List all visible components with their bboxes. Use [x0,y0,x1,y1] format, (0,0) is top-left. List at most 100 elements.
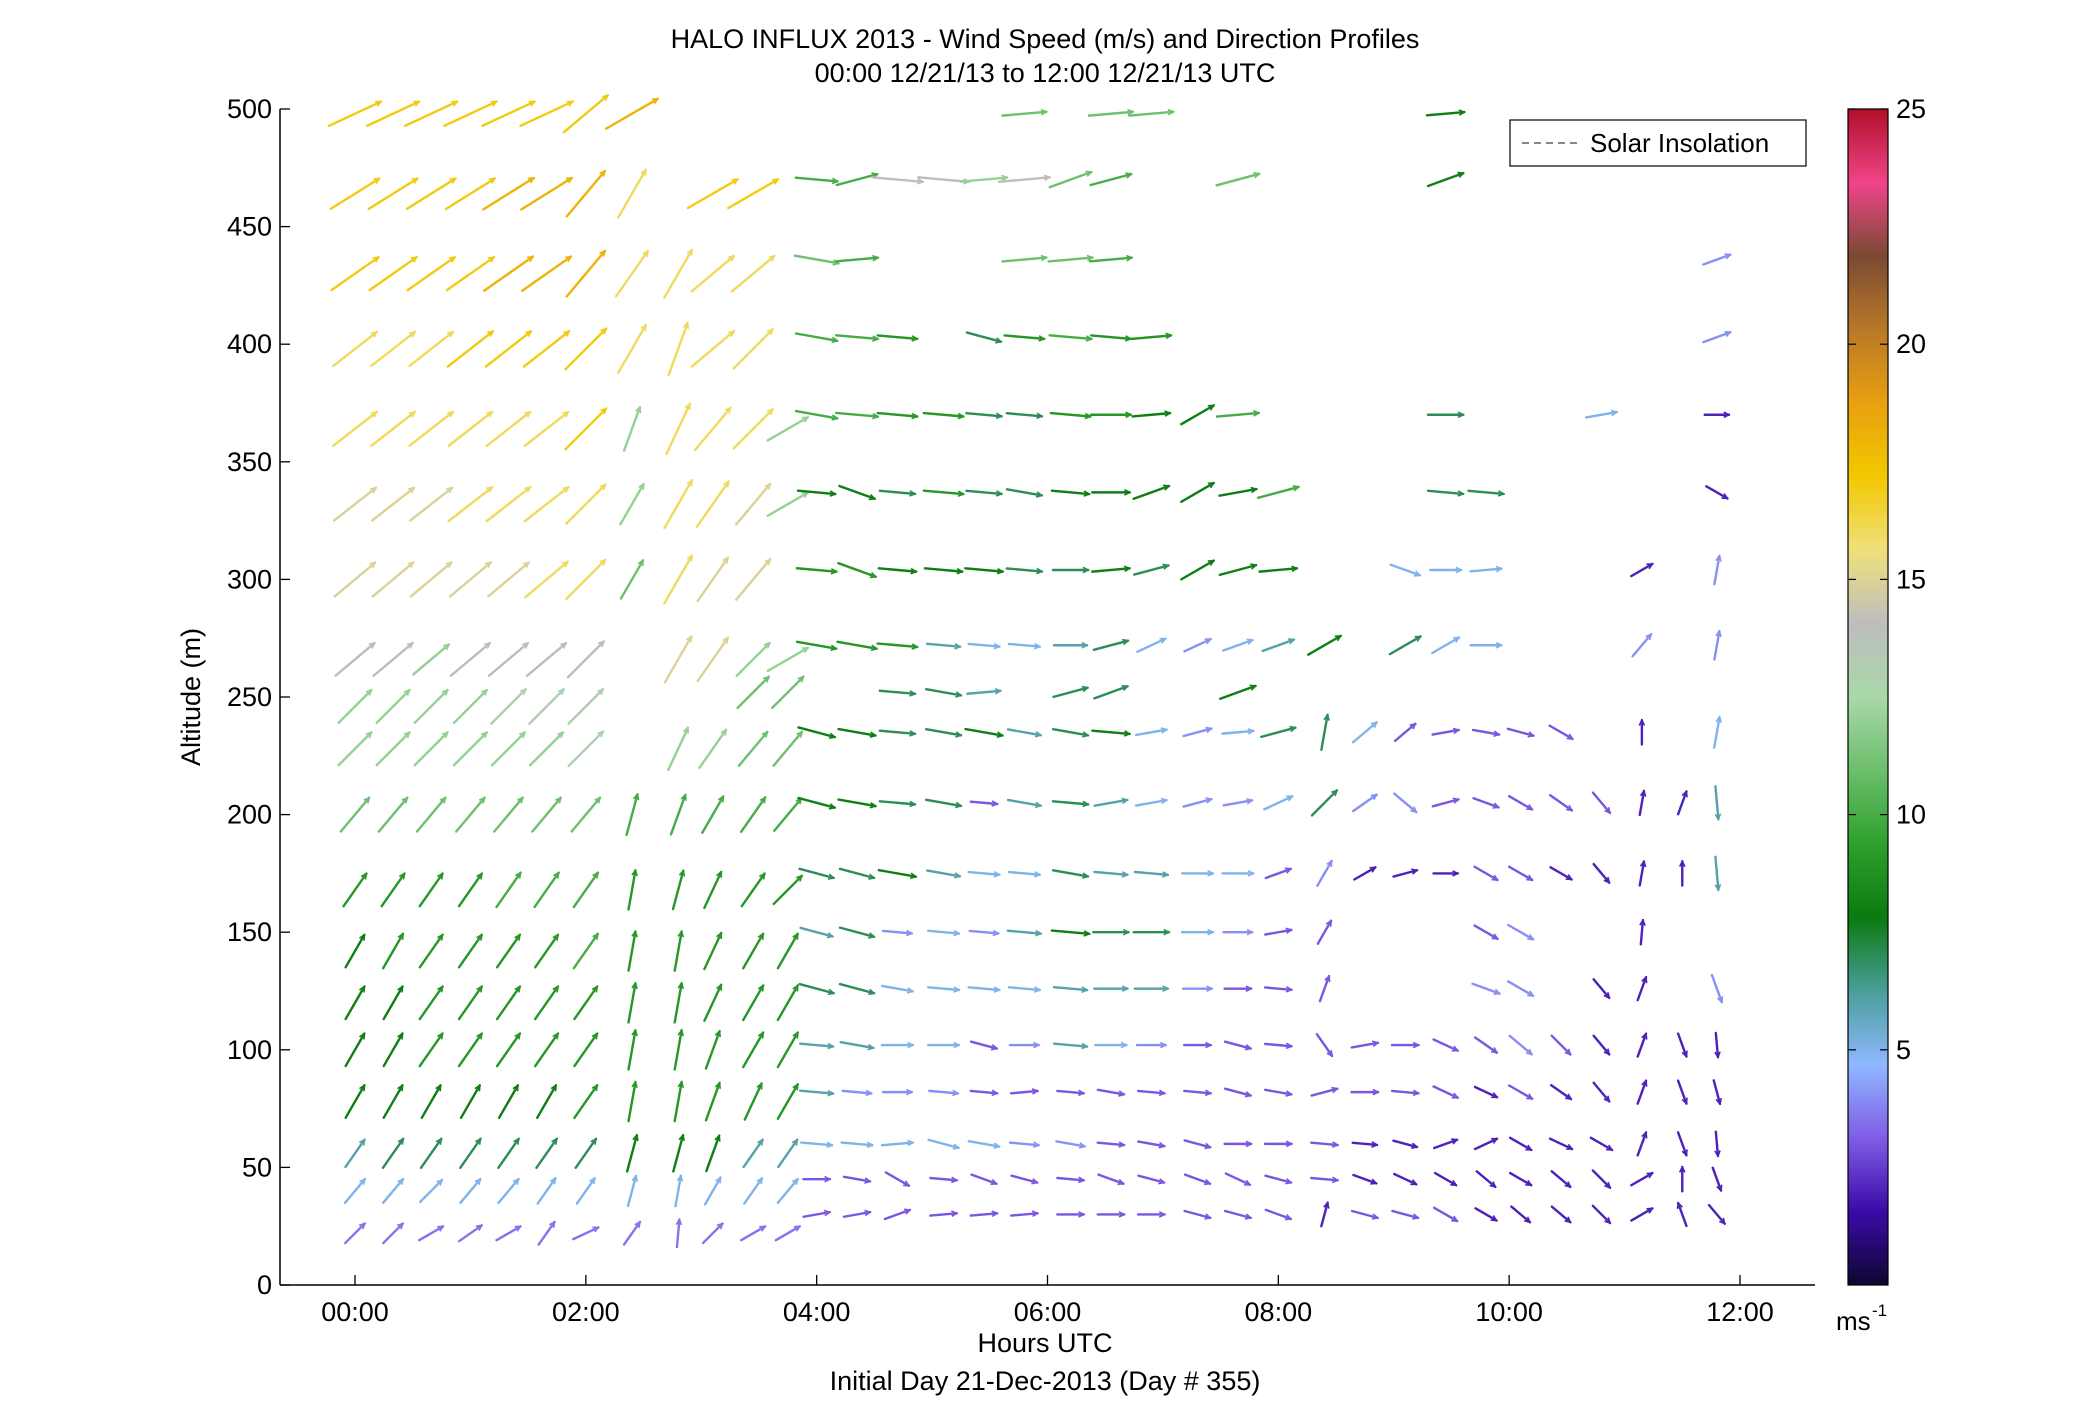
wind-vector [703,1176,722,1206]
wind-vector [1056,1089,1086,1097]
wind-vector [490,731,527,767]
wind-vector [1714,785,1722,821]
wind-vector [1264,927,1293,936]
wind-vector [1133,563,1170,576]
colorbar-ticks: 5 10 15 20 25 [1848,94,1926,1065]
wind-vector [1473,1085,1499,1099]
wind-vector [1591,1169,1612,1189]
wind-vector [1591,791,1612,815]
wind-vector [766,646,810,673]
wind-vector [1506,727,1535,738]
wind-vectors [327,94,1732,1249]
wind-vector [1007,642,1042,650]
wind-vector [1089,411,1133,419]
wind-vector [1051,728,1090,738]
wind-vector [1393,792,1418,814]
wind-vector [1714,855,1722,892]
wind-vector [1676,1032,1688,1058]
wind-vector [675,1218,683,1249]
wind-vector [1426,171,1465,188]
x-tick-label: 12:00 [1706,1297,1774,1327]
wind-vector [370,330,417,368]
wind-vector [1264,1088,1293,1097]
wind-vector [1215,171,1261,187]
wind-vector [926,929,961,937]
wind-vector [448,561,492,598]
wind-vector [525,641,568,677]
wind-vector [1090,489,1131,496]
wind-vector [370,410,417,448]
y-tick-label: 500 [227,94,272,124]
wind-vector [1256,485,1300,500]
wind-vector [928,1089,960,1097]
wind-vector [967,642,1001,650]
wind-vector [840,1141,874,1149]
wind-vector [926,986,961,993]
wind-vector [964,567,1004,575]
wind-vector [929,1210,959,1218]
colorbar-tick-label: 25 [1896,94,1926,124]
wind-vector [794,409,839,421]
wind-vector [966,687,1002,695]
wind-vector [776,1083,799,1120]
wind-vector [1714,1031,1721,1059]
wind-vector [766,491,810,517]
wind-vector [1638,789,1647,817]
wind-vector [1676,1201,1688,1228]
wind-vector [1473,865,1499,882]
wind-vector [1433,1171,1458,1187]
wind-vector [696,636,730,683]
wind-vector [1426,411,1465,419]
wind-vector [838,484,876,501]
wind-vector [776,1177,799,1204]
wind-vector [1136,637,1167,654]
colorbar-tick-label: 20 [1896,329,1926,359]
wind-vector [406,255,456,292]
wind-vector [1550,1205,1572,1224]
wind-vector [1264,867,1293,880]
wind-vector [1093,985,1129,992]
wind-vector [564,327,608,371]
wind-vector [529,731,565,767]
wind-vector [1316,859,1333,888]
wind-vector [418,933,444,969]
wind-vector [365,100,421,128]
wind-vector [1005,412,1044,420]
wind-vector [1471,728,1501,737]
wind-vector [1592,978,1611,1000]
wind-vector [1428,566,1463,574]
wind-vector [673,1080,685,1123]
chart-subtitle: 00:00 12/21/13 to 12:00 12/21/13 UTC [815,58,1276,88]
wind-vector [1264,1174,1293,1185]
wind-vector [773,797,803,832]
wind-vector [565,169,607,218]
wind-vector [1221,728,1255,735]
wind-vector [520,176,574,211]
wind-vector [627,930,638,972]
wind-vector [1507,980,1535,998]
wind-vector [663,635,693,684]
wind-vector [1316,919,1333,945]
wind-vector [1223,985,1253,992]
wind-vector [673,981,685,1024]
wind-vector [627,869,638,911]
wind-vector [838,982,876,996]
wind-vector [665,402,692,456]
wind-vector [617,168,648,219]
wind-vector [730,254,776,293]
wind-vector [457,1032,484,1068]
wind-vector [1048,170,1093,189]
wind-vector [566,640,606,679]
wind-vector [884,1171,911,1188]
wind-vector [567,688,605,725]
wind-vector [487,561,531,598]
wind-vector [614,249,650,298]
wind-vector [690,329,736,368]
wind-vector [800,1141,834,1149]
wind-vector [412,643,451,676]
wind-vector [834,254,880,263]
wind-vector [419,1137,443,1169]
wind-vector [329,177,381,211]
wind-vector [926,869,962,879]
y-tick-label: 150 [227,917,272,947]
